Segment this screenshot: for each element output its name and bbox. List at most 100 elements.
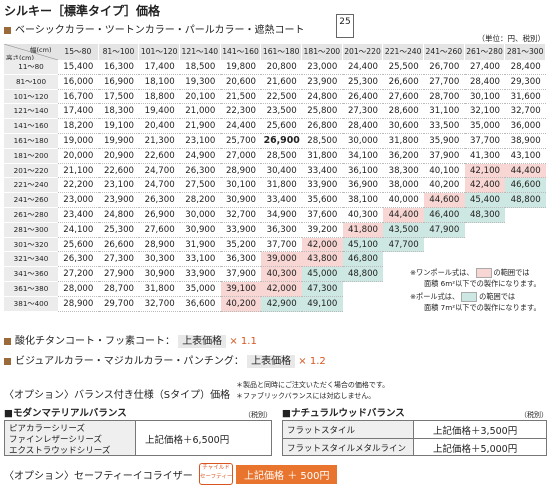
price-cell: 30,900 [180,223,221,238]
column-header: 101～120 [139,44,180,60]
price-cell: 37,700 [261,238,302,253]
price-cell: 20,900 [98,149,140,164]
multiplier-label: 酸化チタンコート・フッ素コート： [15,336,175,347]
price-cell: 31,900 [180,238,221,253]
price-cell: 31,800 [383,134,424,149]
badge-line: セーフティー [200,474,233,480]
price-cell: 34,900 [261,208,302,223]
price-cell: 24,400 [220,119,262,134]
price-cell: 33,900 [180,267,221,282]
price-table: 幅(cm) 高さ(cm) 15～80 81～100 101～120 121～140 14… [4,44,546,314]
price-cell: 38,300 [383,164,424,179]
style-name: フラットスタイル [287,426,356,436]
column-header: 281～300 [505,44,546,60]
price: 上記価格＋5,000円 [433,444,518,455]
price-cell: 46,800 [342,252,384,268]
price-cell: 19,400 [139,104,180,120]
price-cell: 42,100 [464,163,506,179]
price-cell: 47,700 [383,237,424,253]
price-cell: 27,300 [98,252,140,268]
price-cell: 31,100 [424,104,465,120]
column-header: 241～260 [424,44,465,60]
price-cell: 23,100 [180,134,221,149]
row-header: 301～320 [4,237,58,253]
price-cell: 26,600 [383,75,424,90]
price-cell: 30,100 [464,90,506,105]
badge-line: チャイルド [202,465,230,471]
price-cell: 26,300 [180,164,221,179]
price-cell: 30,900 [220,193,262,208]
price-cell: 47,300 [302,282,343,297]
price-cell: 21,300 [139,134,180,149]
price-cell: 20,800 [261,60,302,75]
corner [4,44,58,60]
multiplier-factor: × 1.1 [229,336,257,347]
price-cell: 37,700 [464,134,506,149]
price-cell: 49,100 [302,296,343,312]
corner-width: 幅(cm) [30,46,52,54]
price-cell: 37,600 [302,208,343,223]
note-tail: 面積 7m²以下での製作になります。 [424,303,541,312]
safety-base: 上記価格 [244,471,284,482]
price-cell: 15,400 [58,60,99,75]
price-cell: 31,600 [505,90,546,105]
balance-title: 〈オプション〉バランス付き仕様（Sタイプ）価格 [4,390,231,401]
price-cell: 32,700 [220,208,262,223]
price-cell: 43,800 [302,252,343,268]
price-cell: 28,700 [98,282,140,297]
price-cell: 22,200 [58,178,99,194]
price-cell: 19,300 [180,75,221,90]
price-cell: 27,700 [424,75,465,90]
price-cell: 19,800 [220,60,262,75]
price-cell: 16,900 [98,75,140,90]
price-cell: 26,300 [139,193,180,208]
price-cell: 33,400 [261,193,302,208]
price-cell: 27,600 [383,90,424,105]
price-cell: 28,500 [302,134,343,149]
row-header: 141～160 [4,119,58,134]
price-cell: 46,600 [505,178,546,194]
column-header: 161～180 [261,44,302,60]
price-cell: 33,900 [220,223,262,238]
row-header: 281～300 [4,222,58,238]
price-cell: 25,300 [342,75,384,90]
price-cell: 38,000 [383,178,424,194]
price-cell: 28,500 [261,149,302,164]
price-cell: 24,800 [98,208,140,223]
row-header: 361～380 [4,282,58,297]
price-cell: 27,900 [98,267,140,282]
price-cell: 22,500 [261,90,302,105]
price-cell: 20,600 [220,75,262,90]
price-cell: 28,200 [180,193,221,208]
price-cell: 32,700 [139,297,180,312]
price-cell: 25,300 [98,223,140,238]
price-cell: 29,300 [505,75,546,90]
safety-title: 〈オプション〉セーフティーイコライザー [4,471,193,482]
price-cell: 45,000 [302,267,343,282]
price-cell: 25,600 [261,119,302,134]
row-header: 161～180 [4,134,58,149]
price-cell: 25,500 [383,60,424,75]
multiplier-base: 上表価格 [178,335,227,348]
natural-title: ■ナチュラルウッドバランス [282,408,405,419]
price-cell: 33,100 [180,252,221,268]
price-cell: 38,900 [505,134,546,149]
price-cell: 41,300 [464,149,506,164]
price-cell: 23,000 [302,60,343,75]
price-cell: 48,300 [464,208,506,223]
price-cell: 40,300 [261,267,302,282]
price-cell: 37,900 [424,149,465,164]
price-cell: 30,100 [220,178,262,194]
price-cell: 26,600 [98,238,140,253]
price-cell: 24,100 [58,223,99,238]
subtitle-text: ベーシックカラー・ツートンカラー・パールカラー・遮熱コート [15,25,305,36]
row-header: 121～140 [4,104,58,120]
price-cell: 35,900 [424,134,465,149]
price-cell: 22,600 [139,149,180,164]
price-cell: 28,600 [383,104,424,120]
price-cell: 21,100 [58,164,99,179]
price-cell: 35,200 [220,238,262,253]
price-cell: 28,900 [58,297,99,312]
natural-table: フラットスタイル 上記価格＋3,500円 フラットスタイルメタルライン 上記価格… [282,420,547,456]
price-cell: 33,400 [302,164,343,179]
